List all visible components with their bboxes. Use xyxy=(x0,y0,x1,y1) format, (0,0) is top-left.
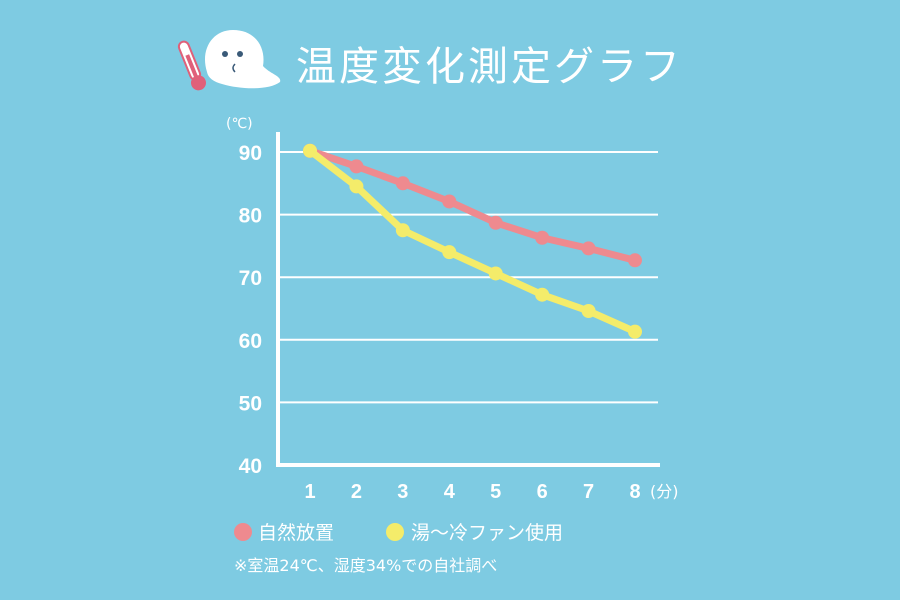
data-point-0 xyxy=(349,159,364,174)
y-tick-label: 80 xyxy=(239,205,262,228)
x-tick-label: 3 xyxy=(397,481,408,503)
ghost-mascot-icon xyxy=(204,30,281,89)
y-tick-label: 50 xyxy=(239,392,262,415)
data-point-1 xyxy=(488,266,503,281)
x-axis-unit: (分) xyxy=(650,482,679,501)
x-tick-label: 8 xyxy=(629,481,640,503)
x-tick-label: 4 xyxy=(444,481,456,503)
data-point-1 xyxy=(303,143,317,158)
legend-label-fan: 湯〜冷ファン使用 xyxy=(411,522,563,544)
legend-swatch-fan xyxy=(386,523,404,541)
data-point-0 xyxy=(395,176,410,191)
data-point-1 xyxy=(535,287,550,302)
series-layer xyxy=(303,143,642,339)
y-tick-label: 40 xyxy=(239,455,262,478)
series-line-1 xyxy=(306,147,639,336)
data-point-1 xyxy=(628,324,642,339)
y-axis-unit: (℃) xyxy=(226,116,253,132)
data-point-0 xyxy=(535,230,550,245)
y-axis-ticks: 90 80 70 60 50 40 xyxy=(239,142,262,478)
series-line-0 xyxy=(306,147,639,264)
data-point-1 xyxy=(395,223,410,238)
legend-swatch-natural xyxy=(234,523,252,541)
legend-label-natural: 自然放置 xyxy=(258,522,334,544)
y-tick-label: 70 xyxy=(239,267,262,290)
x-tick-label: 1 xyxy=(304,481,315,503)
data-point-0 xyxy=(581,241,596,256)
data-point-0 xyxy=(442,194,457,209)
y-tick-label: 60 xyxy=(239,330,262,353)
legend: 自然放置 湯〜冷ファン使用 xyxy=(234,522,563,544)
data-point-1 xyxy=(442,245,457,260)
x-tick-label: 5 xyxy=(490,481,501,503)
data-point-1 xyxy=(349,179,364,194)
footnote: ※室温24℃、湿度34%での自社調べ xyxy=(234,556,497,575)
data-point-1 xyxy=(581,304,596,319)
y-tick-label: 90 xyxy=(239,142,262,165)
x-tick-label: 2 xyxy=(351,481,362,503)
chart-title: 温度変化測定グラフ xyxy=(296,44,683,90)
x-axis-ticks: 1 2 3 4 5 6 7 8 xyxy=(304,481,640,503)
x-tick-label: 6 xyxy=(537,481,548,503)
thermometer-icon xyxy=(177,40,206,91)
data-point-0 xyxy=(628,253,642,268)
gridlines xyxy=(278,151,658,404)
x-tick-label: 7 xyxy=(583,481,594,503)
data-point-0 xyxy=(488,215,503,230)
